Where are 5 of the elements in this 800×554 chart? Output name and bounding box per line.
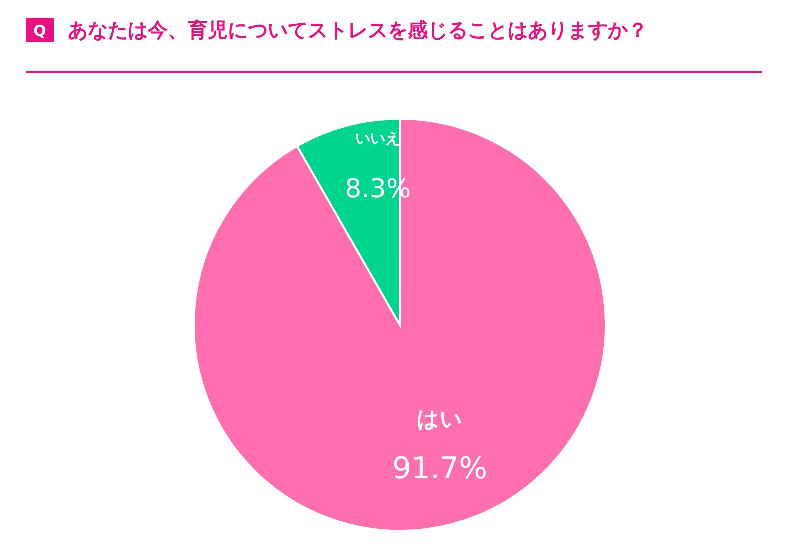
data-label: 91.7% <box>392 451 488 486</box>
slice-label: はい <box>417 407 463 432</box>
chart-title: あなたは今、育児についてストレスを感じることはありますか？ <box>68 18 648 42</box>
slice-label: いいえ <box>356 130 401 148</box>
text: Q <box>34 22 46 40</box>
